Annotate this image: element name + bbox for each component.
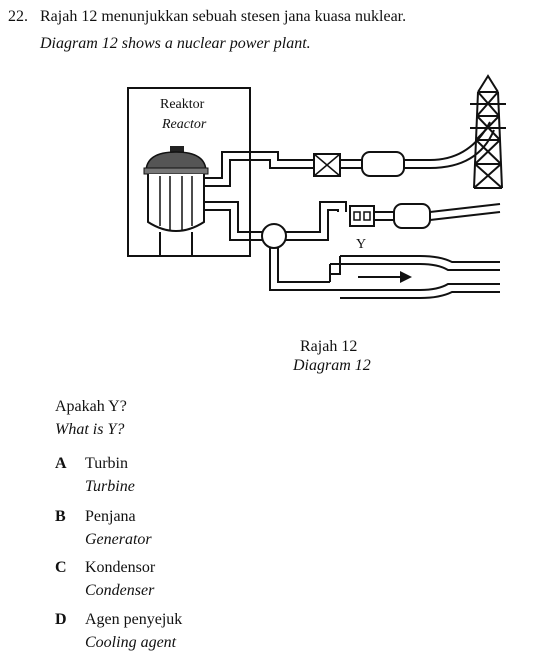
component-y — [349, 205, 394, 227]
question-number: 22. — [8, 8, 28, 25]
valve — [313, 153, 341, 177]
steam-pipe — [204, 121, 495, 187]
option-b-malay[interactable]: Penjana — [85, 508, 136, 525]
coolant-pipe — [204, 201, 347, 291]
y-label: Y — [356, 237, 366, 252]
option-b-english[interactable]: Generator — [85, 531, 152, 548]
transmission-tower — [470, 74, 506, 189]
diagram-caption-malay: Rajah 12 — [300, 338, 358, 355]
question-text-malay: Rajah 12 menunjukkan sebuah stesen jana … — [40, 8, 407, 25]
option-d-english[interactable]: Cooling agent — [85, 634, 177, 651]
question-text-english: Diagram 12 shows a nuclear power plant. — [40, 35, 311, 52]
option-a-malay[interactable]: Turbin — [85, 455, 128, 472]
option-a-letter[interactable]: A — [55, 455, 67, 472]
reactor-building — [127, 87, 251, 257]
upper-unit — [361, 151, 405, 177]
flow-arrow-icon — [358, 271, 412, 283]
reactor-label-english: Reactor — [161, 117, 207, 132]
option-c-letter[interactable]: C — [55, 559, 67, 576]
option-c-english[interactable]: Condenser — [85, 582, 155, 599]
reactor-vessel — [143, 146, 209, 256]
option-b-letter[interactable]: B — [55, 508, 66, 525]
diagram-caption-english: Diagram 12 — [293, 357, 371, 374]
option-c-malay[interactable]: Kondensor — [85, 559, 156, 576]
ask-text-english: What is Y? — [55, 421, 125, 438]
condenser-tube — [329, 255, 500, 299]
pump — [261, 223, 287, 249]
nuclear-power-plant-diagram: Reaktor Reactor — [127, 74, 506, 299]
lower-unit — [393, 203, 431, 229]
ask-text-malay: Apakah Y? — [55, 398, 127, 415]
option-d-letter[interactable]: D — [55, 611, 67, 628]
option-d-malay[interactable]: Agen penyejuk — [85, 611, 183, 628]
option-a-english[interactable]: Turbine — [85, 478, 135, 495]
reactor-label-malay: Reaktor — [160, 97, 205, 112]
